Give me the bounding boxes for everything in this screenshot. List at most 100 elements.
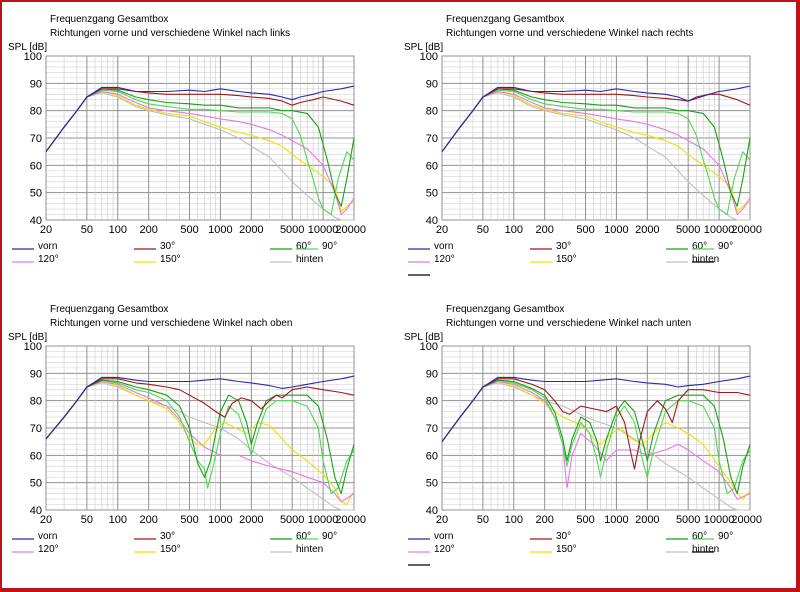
series-line-vorn — [45, 375, 355, 440]
x-tick-label: 200 — [535, 514, 553, 526]
y-tick-label: 50 — [426, 188, 438, 200]
legend-label: 30° — [160, 241, 175, 252]
series-line-60deg — [441, 379, 751, 495]
y-tick-label: 60 — [30, 160, 42, 172]
legend-entry: hinten — [270, 254, 323, 265]
y-tick-label: 60 — [426, 160, 438, 172]
legend-label: 150° — [556, 254, 577, 265]
series-line-90deg — [441, 89, 751, 216]
y-tick-label: 80 — [30, 396, 42, 408]
chart-subtitle: Richtungen vorne und verschiedene Winkel… — [50, 318, 292, 329]
legend-label: 90° — [322, 531, 337, 542]
chart-oben-svg: Frequenzgang Gesamtbox Richtungen vorne u… — [8, 304, 366, 555]
chart-title: Frequenzgang Gesamtbox — [446, 304, 564, 315]
chart-title: Frequenzgang Gesamtbox — [50, 304, 168, 315]
chart-title: Frequenzgang Gesamtbox — [446, 14, 564, 25]
x-tick-label: 20000 — [731, 224, 762, 236]
legend-entry: 60° — [666, 241, 707, 252]
legend-entry: 150° — [530, 254, 577, 265]
x-tick-label: 50 — [477, 514, 489, 526]
y-tick-label: 100 — [420, 51, 438, 63]
series-line-vorn — [45, 85, 355, 153]
legend-label: vorn — [434, 241, 453, 252]
legend-entry: 60° — [666, 531, 707, 542]
x-tick-label: 1000 — [604, 224, 628, 236]
x-tick-label: 100 — [109, 514, 127, 526]
y-tick-label: 70 — [426, 133, 438, 145]
chart-panel-links: Frequenzgang Gesamtbox Richtungen vorne u… — [6, 4, 402, 296]
x-tick-label: 2000 — [635, 514, 659, 526]
legend-entry: 90° — [692, 531, 733, 542]
x-tick-label: 10000 — [308, 224, 339, 236]
legend-entry: 150° — [134, 254, 181, 265]
legend-label: hinten — [692, 544, 719, 555]
series-line-hinten — [45, 92, 354, 221]
x-tick-label: 5000 — [280, 514, 304, 526]
x-tick-label: 50 — [81, 514, 93, 526]
legend-label: vorn — [38, 531, 57, 542]
legend-entry: 120° — [408, 544, 455, 555]
y-tick-label: 60 — [426, 450, 438, 462]
x-tick-label: 2000 — [239, 514, 263, 526]
x-tick-label: 20000 — [335, 224, 366, 236]
x-tick-label: 100 — [109, 224, 127, 236]
legend-entry: hinten — [666, 544, 719, 555]
x-tick-label: 200 — [139, 224, 157, 236]
legend-label: 30° — [556, 531, 571, 542]
x-tick-label: 500 — [180, 224, 198, 236]
x-tick-label: 20000 — [731, 514, 762, 526]
series-line-30deg — [441, 378, 751, 470]
x-tick-label: 50 — [477, 224, 489, 236]
chart-subtitle: Richtungen vorne und verschiedene Winkel… — [50, 28, 290, 39]
y-tick-label: 50 — [30, 188, 42, 200]
x-tick-label: 10000 — [704, 514, 735, 526]
legend-label: hinten — [692, 254, 719, 265]
x-tick-label: 20 — [436, 224, 448, 236]
series-line-90deg — [45, 89, 355, 216]
y-axis-label: SPL [dB] — [8, 42, 47, 53]
legend-entry: 30° — [530, 531, 571, 542]
y-tick-label: 100 — [420, 341, 438, 353]
series-line-vorn — [441, 375, 751, 443]
series-line-hinten — [441, 382, 750, 511]
legend-label: vorn — [38, 241, 57, 252]
legend-entry: 150° — [134, 544, 181, 555]
legend-label: 120° — [38, 254, 59, 265]
y-tick-label: 80 — [30, 106, 42, 118]
legend-entry: vorn — [408, 241, 453, 252]
y-tick-label: 40 — [426, 215, 438, 227]
legend-label: 150° — [160, 254, 181, 265]
x-tick-label: 5000 — [280, 224, 304, 236]
series-line-60deg — [45, 379, 355, 495]
legend-entry: 150° — [530, 544, 577, 555]
legend-label: 60° — [692, 241, 707, 252]
legend-entry: 90° — [296, 241, 337, 252]
legend-label: 30° — [556, 241, 571, 252]
legend-entry: 120° — [408, 254, 455, 265]
legend-entry: 90° — [692, 241, 733, 252]
x-tick-label: 2000 — [239, 224, 263, 236]
series-line-30deg — [441, 88, 751, 153]
legend-entry: 90° — [296, 531, 337, 542]
x-tick-label: 5000 — [676, 224, 700, 236]
legend-entry: hinten — [666, 254, 719, 265]
y-tick-label: 100 — [24, 51, 42, 63]
y-tick-label: 90 — [30, 78, 42, 90]
x-tick-label: 100 — [505, 514, 523, 526]
legend-label: 60° — [296, 531, 311, 542]
series-line-30deg — [45, 378, 355, 440]
y-tick-label: 90 — [426, 368, 438, 380]
x-tick-label: 1000 — [604, 514, 628, 526]
chart-rechts-svg: Frequenzgang Gesamtbox Richtungen vorne u… — [404, 14, 762, 276]
x-tick-label: 500 — [180, 514, 198, 526]
y-tick-label: 50 — [30, 478, 42, 490]
y-axis-label: SPL [dB] — [8, 332, 47, 343]
legend-entry: hinten — [270, 544, 323, 555]
legend-entry: vorn — [12, 241, 57, 252]
x-tick-label: 20 — [40, 514, 52, 526]
x-tick-label: 500 — [576, 224, 594, 236]
legend-label: 150° — [160, 544, 181, 555]
legend-label: 30° — [160, 531, 175, 542]
y-tick-label: 50 — [426, 478, 438, 490]
